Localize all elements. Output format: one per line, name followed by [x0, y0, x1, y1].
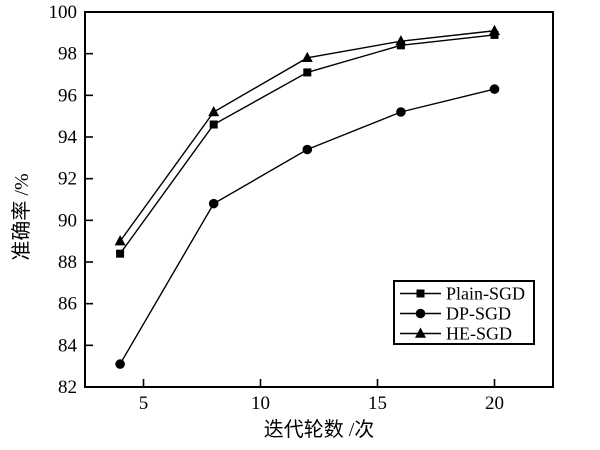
x-tick-label: 20: [485, 393, 504, 414]
y-axis-title: 准确率 /%: [10, 173, 33, 260]
marker-he-sgd: [489, 24, 500, 35]
plot-frame: [84, 11, 554, 388]
y-tick-label: 100: [49, 2, 78, 23]
x-tick-label: 5: [139, 393, 149, 414]
marker-dp-sgd: [115, 359, 125, 369]
legend-label-he-sgd: HE-SGD: [446, 324, 512, 344]
legend-label-dp-sgd: DP-SGD: [446, 304, 511, 324]
series-line-plain-sgd: [119, 34, 495, 255]
y-tick-label: 86: [58, 294, 77, 315]
y-tick-label: 82: [58, 377, 77, 398]
y-tick-label: 94: [58, 127, 78, 148]
y-tick-label: 84: [58, 335, 78, 356]
y-tick-label: 90: [58, 210, 77, 231]
legend-item-dp-sgd: DP-SGD: [400, 304, 511, 324]
marker-dp-sgd: [489, 84, 500, 94]
y-tick-label: 96: [58, 85, 77, 106]
marker-plain-sgd: [303, 68, 312, 77]
legend-marker-plain-sgd: [416, 289, 425, 298]
marker-plain-sgd: [116, 249, 125, 258]
marker-he-sgd: [208, 106, 220, 117]
legend-item-he-sgd: HE-SGD: [400, 324, 512, 344]
x-tick-label: 10: [251, 393, 270, 414]
marker-dp-sgd: [208, 198, 219, 209]
y-tick-label: 92: [58, 169, 77, 190]
marker-he-sgd: [114, 235, 126, 246]
marker-plain-sgd: [209, 120, 218, 129]
series-line-he-sgd: [119, 30, 495, 242]
data-series: [114, 24, 500, 369]
legend-marker-dp-sgd: [415, 308, 426, 319]
legend-item-plain-sgd: Plain-SGD: [400, 284, 525, 304]
x-tick-label: 15: [368, 393, 387, 414]
marker-he-sgd: [395, 35, 407, 46]
marker-dp-sgd: [396, 107, 406, 117]
marker-dp-sgd: [302, 144, 313, 155]
y-tick-label: 88: [58, 252, 77, 273]
x-axis-title: 迭代轮数 /次: [264, 418, 375, 441]
legend-marker-he-sgd: [415, 327, 426, 338]
legend-label-plain-sgd: Plain-SGD: [446, 284, 525, 304]
marker-he-sgd: [301, 51, 313, 63]
y-tick-label: 98: [58, 44, 77, 65]
axis-ticks: 82 84 86 88 90 92 94 96 98 100 5 10 15 20: [49, 2, 505, 414]
